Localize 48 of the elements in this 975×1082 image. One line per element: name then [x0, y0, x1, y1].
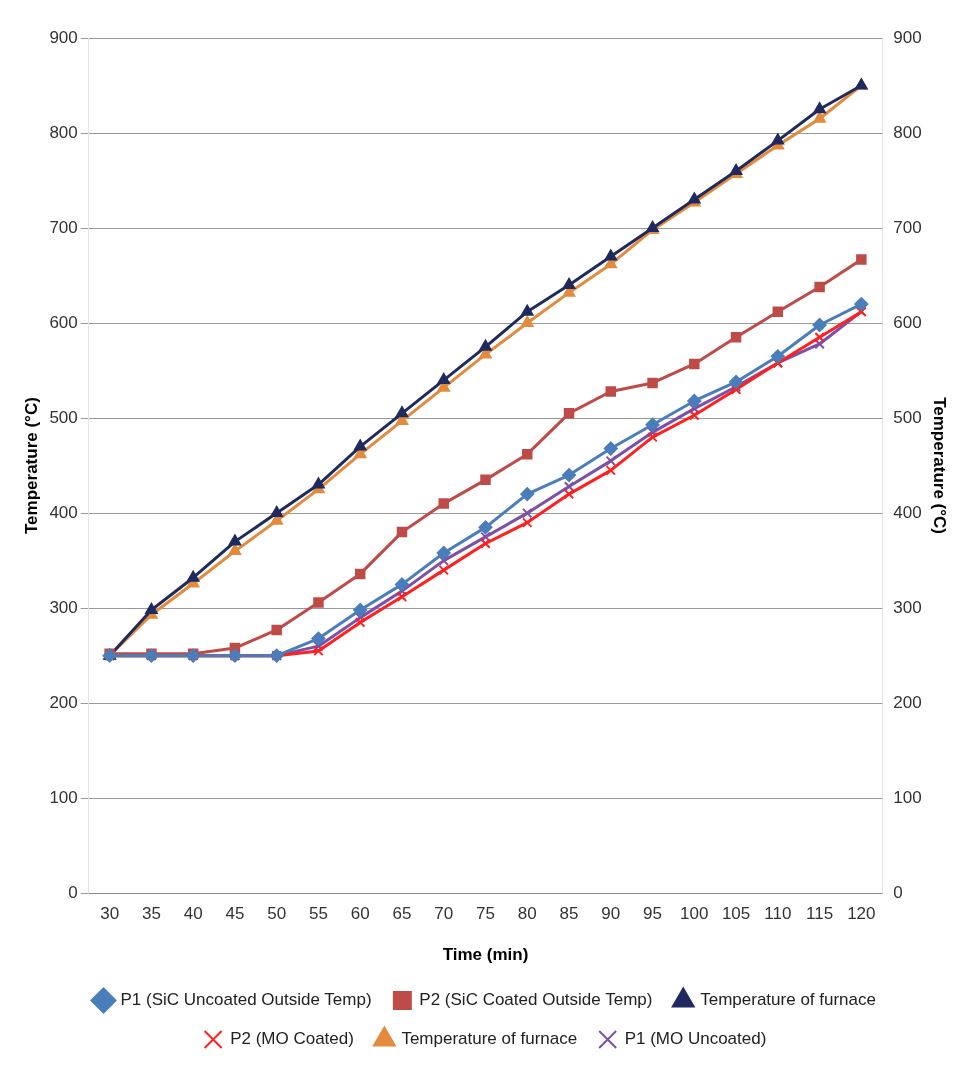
x-tick-label: 60 [350, 904, 370, 924]
x-tick-label: 65 [392, 904, 412, 924]
y-tick-label: 700 [49, 217, 78, 237]
x-tick-label: 50 [267, 904, 287, 924]
y2-tick-label: 100 [893, 787, 922, 807]
x-tick-label: 105 [721, 904, 751, 924]
y-tick-label: 100 [49, 787, 78, 807]
y2-tick-label: 200 [893, 692, 922, 712]
x-tick-label: 75 [476, 904, 495, 924]
x-tick-label: 115 [806, 904, 834, 924]
y-axis-title: Temperature (°C) [21, 397, 41, 535]
y2-tick-label: 700 [893, 217, 922, 237]
x-tick-label: 100 [680, 904, 709, 924]
x-tick-label: 80 [517, 904, 537, 924]
y2-tick-label: 400 [893, 502, 922, 522]
x-axis-title: Time (min) [442, 945, 529, 965]
legend-label: P1 (SiC Uncoated Outside Temp) [120, 990, 372, 1010]
x-tick-label: 70 [434, 904, 454, 924]
x-tick-label: 55 [308, 904, 328, 924]
y-tick-label: 0 [68, 882, 78, 902]
legend-label: Temperature of furnace [401, 1029, 578, 1049]
x-tick-label: 95 [643, 904, 663, 924]
x-tick-label: 40 [183, 904, 203, 924]
x-tick-label: 45 [225, 904, 245, 924]
y-tick-label: 200 [49, 692, 78, 712]
x-tick-label: 120 [847, 904, 876, 924]
legend-label: P2 (SiC Coated Outside Temp) [419, 990, 653, 1010]
y2-tick-label: 600 [893, 312, 922, 332]
y2-tick-label: 900 [893, 27, 922, 47]
y-tick-label: 300 [49, 597, 78, 617]
x-tick-label: 110 [764, 904, 792, 924]
x-tick-label: 90 [601, 904, 621, 924]
y2-tick-label: 800 [893, 122, 922, 142]
y-tick-label: 500 [49, 407, 78, 427]
y-tick-label: 400 [49, 502, 78, 522]
y-tick-label: 800 [49, 122, 78, 142]
legend-label: Temperature of furnace [700, 990, 876, 1010]
x-tick-label: 85 [559, 904, 579, 924]
y-tick-label: 600 [49, 312, 78, 332]
y2-axis-title: Temperature (°C) [930, 397, 950, 535]
legend-label: P2 (MO Coated) [230, 1029, 354, 1049]
y2-tick-label: 500 [893, 407, 922, 427]
y-tick-label: 900 [49, 27, 78, 47]
x-tick-label: 30 [100, 904, 120, 924]
x-tick-label: 35 [141, 904, 161, 924]
y2-tick-label: 0 [893, 882, 903, 902]
legend-label: P1 (MO Uncoated) [624, 1029, 767, 1049]
y2-tick-label: 300 [893, 597, 922, 617]
